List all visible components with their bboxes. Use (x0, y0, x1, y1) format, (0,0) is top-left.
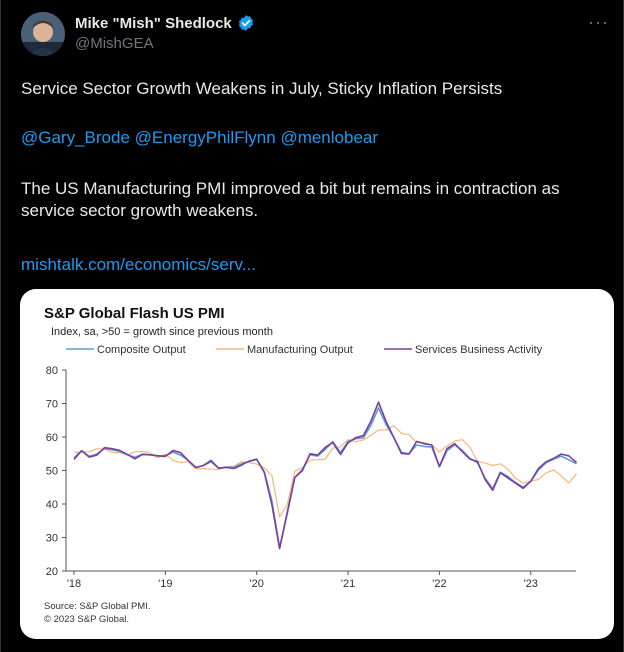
chart-series-lines (73, 401, 578, 550)
series-line-manufacturing (73, 425, 577, 518)
author-handle[interactable]: @MishGEA (75, 35, 154, 52)
verified-badge-icon (237, 14, 255, 32)
tweet-body-line-2: service sector growth weakens. (21, 201, 259, 220)
chart-copyright: © 2023 S&P Global. (44, 614, 129, 625)
y-tick-label: 50 (46, 466, 58, 478)
mention-gary-brode[interactable]: @Gary_Brode (21, 128, 130, 147)
x-tick-label: '20 (250, 578, 264, 590)
x-tick-label: '21 (341, 578, 355, 590)
tweet-mentions: @Gary_Brode @EnergyPhilFlynn @menlobear (21, 127, 611, 149)
chart-source: Source: S&P Global PMI. (44, 601, 151, 612)
tweet-body: The US Manufacturing PMI improved a bit … (21, 178, 611, 222)
x-tick-label: '23 (524, 578, 538, 590)
x-tick-label: '18 (67, 578, 81, 590)
chart-legend: Composite Output Manufacturing Output Se… (66, 344, 543, 356)
tweet-headline: Service Sector Growth Weakens in July, S… (21, 79, 503, 98)
author-display-name[interactable]: Mike "Mish" Shedlock (75, 14, 232, 32)
tweet-body-line-1: The US Manufacturing PMI improved a bit … (21, 179, 560, 198)
y-tick-label: 40 (46, 499, 58, 511)
x-tick-label: '22 (432, 578, 446, 590)
pmi-chart: S&P Global Flash US PMI Index, sa, >50 =… (44, 305, 578, 625)
y-axis-ticks: 20 30 40 50 60 70 80 (46, 365, 66, 578)
legend-label-composite: Composite Output (97, 344, 186, 356)
legend-label-manufacturing: Manufacturing Output (247, 344, 353, 356)
series-line-services (73, 401, 578, 550)
chart-subtitle: Index, sa, >50 = growth since previous m… (51, 326, 273, 338)
x-tick-label: '19 (158, 578, 172, 590)
author-name-row[interactable]: Mike "Mish" Shedlock (75, 14, 255, 32)
y-tick-label: 80 (46, 365, 58, 377)
y-tick-label: 30 (46, 533, 58, 545)
article-link[interactable]: mishtalk.com/economics/serv... (21, 255, 256, 274)
legend-label-services: Services Business Activity (415, 344, 543, 356)
y-tick-label: 70 (46, 399, 58, 411)
mention-energyphilflynn[interactable]: @EnergyPhilFlynn (134, 128, 276, 147)
y-tick-label: 20 (46, 566, 58, 578)
y-tick-label: 60 (46, 432, 58, 444)
chart-title: S&P Global Flash US PMI (44, 305, 225, 322)
avatar[interactable] (21, 12, 65, 56)
more-options-icon[interactable]: ··· (588, 12, 609, 32)
mention-menlobear[interactable]: @menlobear (280, 128, 379, 147)
chart-image-card[interactable]: S&P Global Flash US PMI Index, sa, >50 =… (20, 289, 614, 639)
x-axis-ticks: '18 '19 '20 '21 '22 '23 (67, 571, 538, 590)
series-line-composite (73, 407, 577, 549)
